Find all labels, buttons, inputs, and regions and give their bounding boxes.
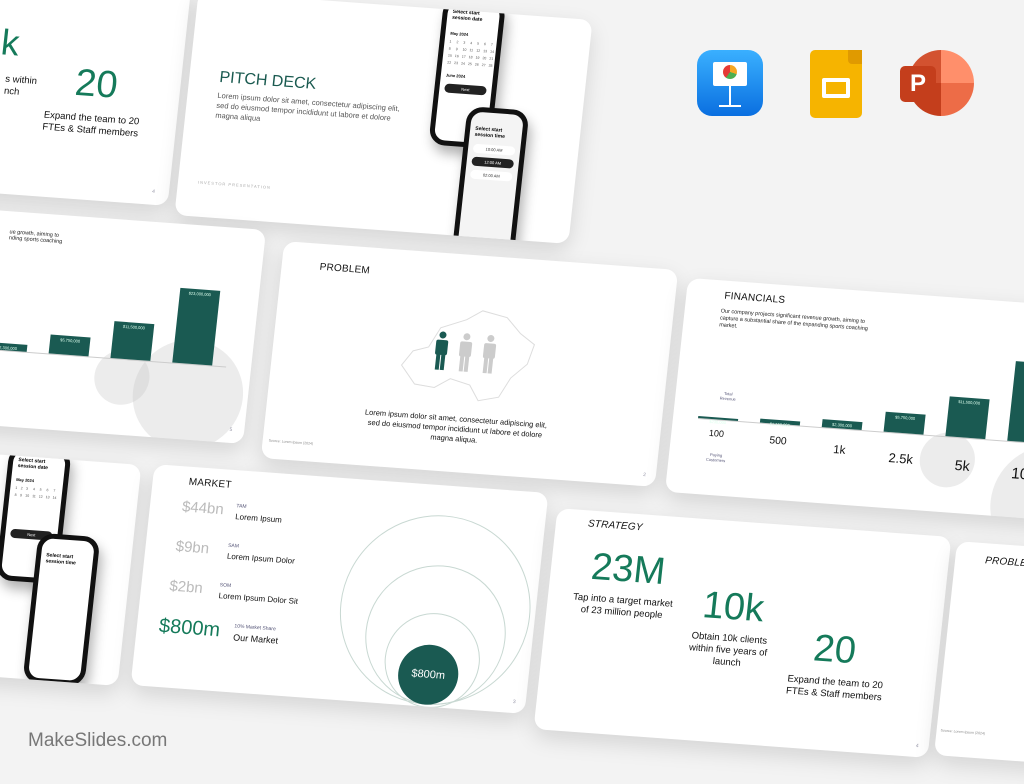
stat-caption: Expand the team to 20 FTEs & Staff membe… (41, 109, 140, 140)
person-icon (482, 335, 497, 374)
stat-value: k (0, 21, 22, 64)
stat-value: 20 (811, 627, 859, 673)
time-slot-selected: 12:00 AM (471, 156, 515, 169)
keynote-icon (697, 50, 763, 116)
slide-financials[interactable]: FINANCIALS Our company projects signific… (664, 277, 1024, 522)
stat-value: 20 (73, 61, 120, 107)
source-note: Source: Lorem Ipsum (2024) (268, 438, 314, 446)
slide-title: PROBLEM (319, 261, 371, 277)
phone-title: Select start session time (45, 552, 77, 567)
tam-value: $44bn (181, 498, 225, 519)
slide-strategy[interactable]: STRATEGY 23M Tap into a target market of… (533, 508, 952, 758)
slide-strategy-partial[interactable]: k s within nch 20 Expand the team to 20 … (0, 0, 192, 206)
customers-tick-label: 10k (1010, 465, 1024, 484)
slide-problem-partial[interactable]: PROBLEM Source: Lorem Ipsum (2024) (933, 541, 1024, 784)
slide-title: FINANCIALS (723, 290, 786, 307)
sam-tag: SAM (227, 542, 240, 550)
page-number: 2 (642, 472, 647, 479)
stat-caption: Obtain 10k clients within five years of … (688, 630, 768, 669)
slide-body: ue growth, aiming to nding sports coachi… (8, 229, 63, 246)
powerpoint-letter: P (909, 70, 926, 97)
page-number: 4 (915, 743, 920, 750)
slide-pitch-deck[interactable]: PITCH DECK Lorem ipsum dolor sit amet, c… (174, 0, 593, 244)
som-value: $2bn (168, 577, 204, 597)
map-outline-illustration (400, 310, 536, 402)
slide-title: MARKET (188, 476, 233, 491)
our-market-label: Our Market (232, 632, 279, 646)
source-note: Source: Lorem Ipsum (2024) (940, 728, 986, 736)
revenue-bar: $23,000,000 (172, 287, 221, 366)
slide-title: STRATEGY (587, 518, 644, 534)
slide-footer: INVESTOR PRESENTATION (197, 179, 272, 190)
bar-chart-partial: $2,300,000 $5,750,000 $11,500,000 $23,000,0… (0, 270, 235, 368)
stat-caption: Tap into a target market of 23 million p… (572, 591, 674, 622)
bubble-value: $800m (410, 667, 446, 682)
phone-title: Select start session time (474, 125, 506, 140)
stat-value: 10k (700, 584, 767, 631)
calendar-grid: 1 2 3 4 5 6 7 8 9 10 11 12 13 14 15 16 17 18 19 20 21 22 23 24 2… (447, 39, 495, 68)
stat-caption: s within nch (3, 73, 38, 98)
customers-tick-label: 500 (768, 435, 788, 448)
tam-tag: TAM (236, 503, 247, 510)
next-button: Next (444, 83, 487, 96)
google-slides-icon (810, 50, 862, 118)
revenue-bar: $5,750,000 (883, 411, 926, 435)
stat-caption: Expand the team to 20 FTEs & Staff membe… (785, 673, 884, 704)
page-number: 3 (512, 699, 517, 706)
page-number: 5 (229, 426, 233, 434)
revenue-bar: $2,300,000 (821, 419, 863, 431)
revenue-bar: $5,750,000 (48, 334, 91, 357)
powerpoint-icon: P (900, 50, 974, 118)
stat-value: 23M (589, 545, 668, 594)
revenue-bar: $11,500,000 (945, 396, 990, 440)
revenue-bar: $23,000,000 (1007, 361, 1024, 444)
sam-value: $9bn (174, 537, 210, 558)
people-icons (431, 330, 499, 374)
revenue-bar: $11,500,000 (110, 320, 155, 361)
slide-problem[interactable]: PROBLEM Lorem ipsum dolor sit amet, cons… (260, 241, 679, 487)
page-number: 4 (151, 188, 156, 195)
person-icon (458, 333, 473, 372)
slide-title: PITCH DECK (218, 68, 318, 93)
slide-title: PROBLEM (984, 555, 1024, 570)
customers-tick-label: 5k (953, 457, 971, 476)
customers-tick-label: 100 (708, 427, 725, 439)
our-market-tag: 10% Market Share (234, 623, 277, 633)
time-slot: 10:00 AM (472, 143, 516, 156)
customers-tick-label: 2.5k (887, 450, 914, 467)
time-slot: 02:00 AM (469, 169, 513, 182)
person-icon (434, 331, 449, 371)
revenue-bar: $2,300,000 (0, 341, 28, 352)
slide-financials-partial[interactable]: ue growth, aiming to nding sports coachi… (0, 201, 267, 444)
our-market-value: $800m (157, 614, 222, 642)
slide-market[interactable]: MARKET $44bn TAM Lorem Ipsum $9bn SAM Lo… (130, 464, 549, 714)
revenue-bar: $230,000 (698, 416, 739, 425)
tam-label: Lorem Ipsum (234, 512, 283, 525)
som-label: Lorem Ipsum Dolor Sit (218, 591, 299, 606)
calendar-grid: 1 2 3 4 5 6 7 8 9 10 11 12 13 14 (14, 485, 57, 500)
som-tag: SOM (219, 582, 232, 590)
slide-body: Our company projects significant revenue… (718, 308, 869, 333)
brand-watermark: MakeSlides.com (28, 730, 168, 751)
customers-label: Paying Customers (705, 452, 726, 464)
customers-tick-label: 1k (832, 443, 847, 457)
revenue-bar: $1,150,000 (759, 418, 801, 428)
calendar-month: June 2024 (445, 72, 466, 79)
slide-body: Lorem ipsum dolor sit amet, consectetur … (214, 90, 401, 123)
sam-label: Lorem Ipsum Dolor (226, 551, 296, 566)
